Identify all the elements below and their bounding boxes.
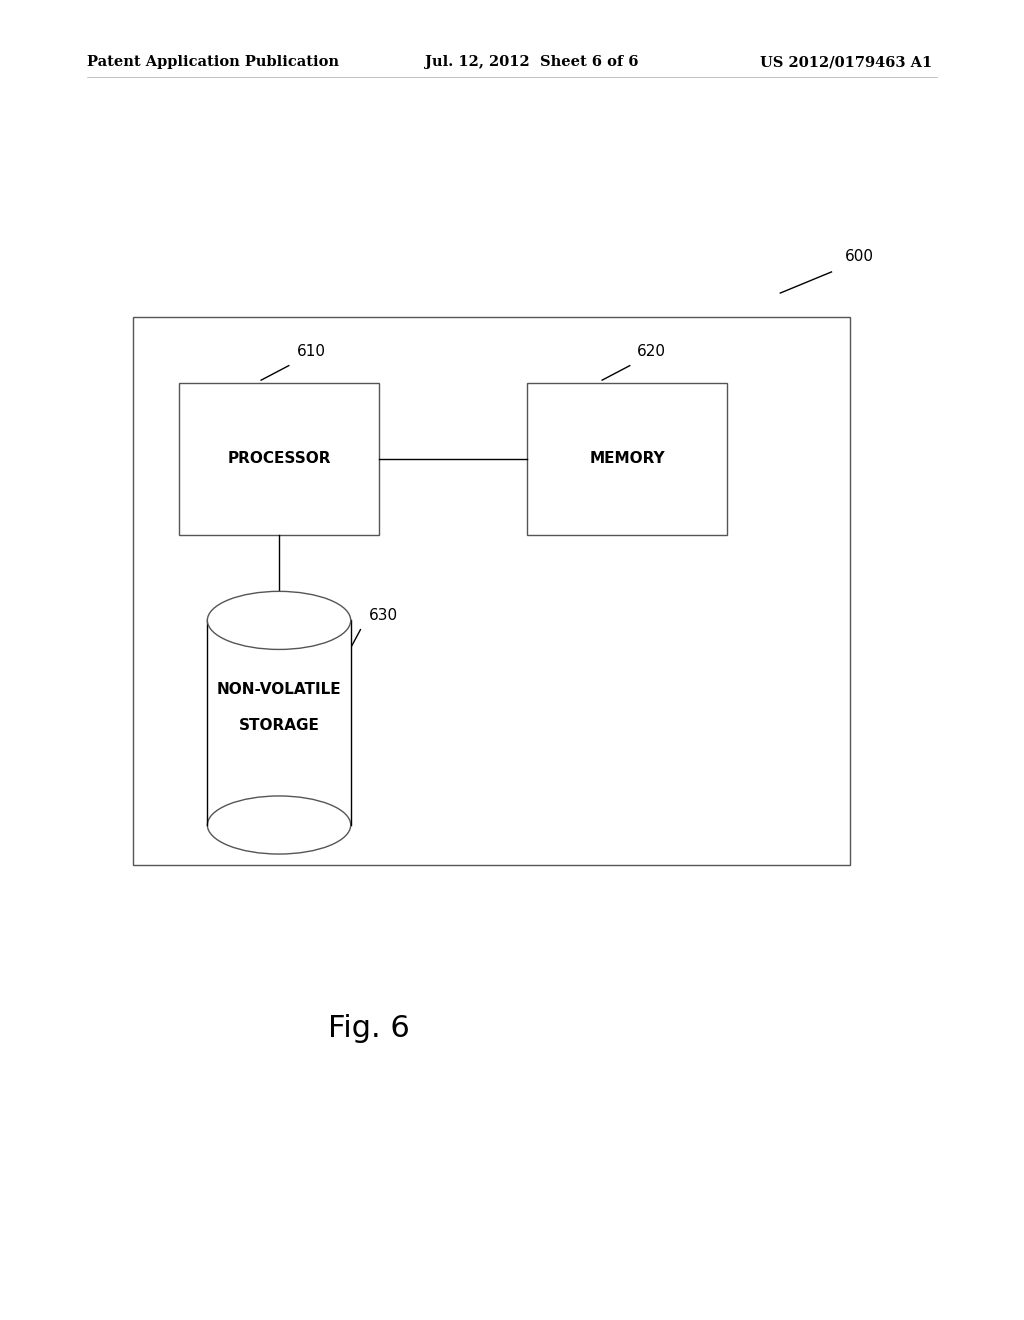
Text: US 2012/0179463 A1: US 2012/0179463 A1 [760, 55, 932, 70]
Text: MEMORY: MEMORY [590, 451, 665, 466]
Text: STORAGE: STORAGE [239, 718, 319, 734]
Text: 600: 600 [845, 249, 873, 264]
Bar [207, 620, 350, 825]
Text: Fig. 6: Fig. 6 [328, 1014, 410, 1043]
Text: Jul. 12, 2012  Sheet 6 of 6: Jul. 12, 2012 Sheet 6 of 6 [425, 55, 638, 70]
Text: NON-VOLATILE: NON-VOLATILE [217, 681, 341, 697]
Text: PROCESSOR: PROCESSOR [227, 451, 331, 466]
Text: Patent Application Publication: Patent Application Publication [87, 55, 339, 70]
Bar [527, 383, 727, 535]
Text: 620: 620 [637, 345, 666, 359]
Text: 630: 630 [369, 609, 397, 623]
Ellipse shape [207, 591, 350, 649]
Ellipse shape [207, 796, 350, 854]
Bar [133, 317, 850, 865]
Bar [179, 383, 379, 535]
Text: 610: 610 [297, 345, 326, 359]
